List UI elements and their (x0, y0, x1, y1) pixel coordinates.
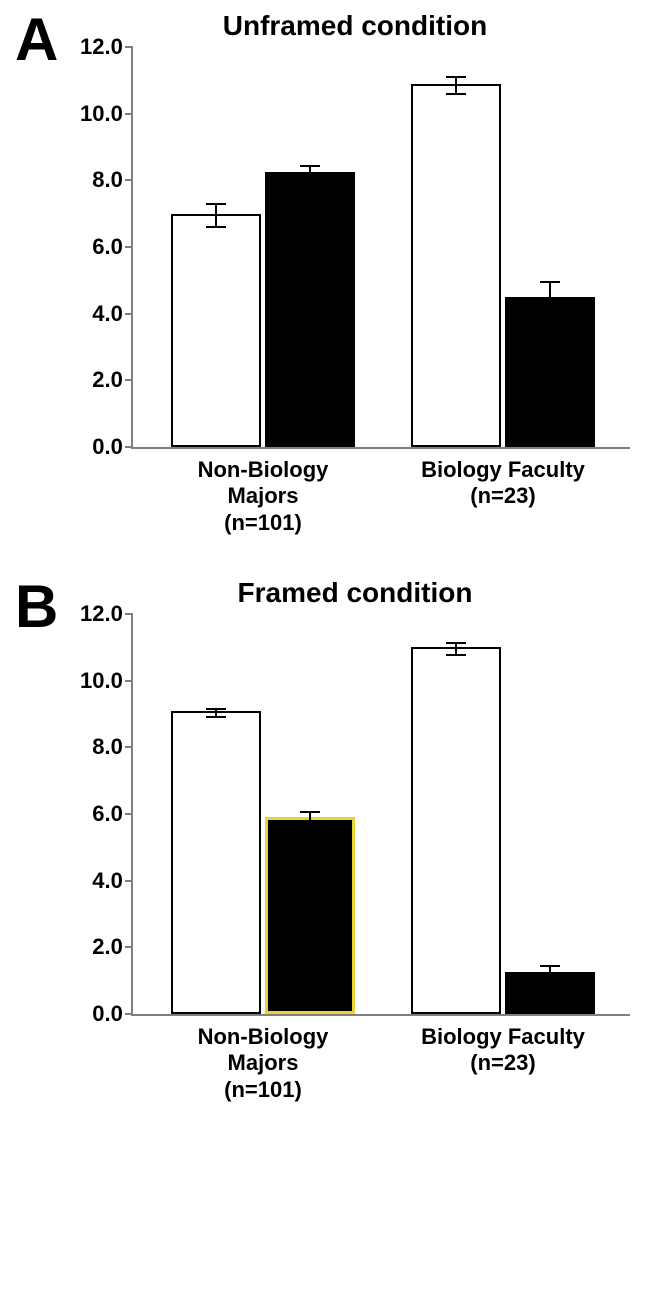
ytick-mark (125, 880, 133, 882)
ytick-mark (125, 379, 133, 381)
error-cap-top (446, 642, 466, 644)
error-cap-bottom (446, 654, 466, 656)
panel-b-yaxis: 12.010.08.06.04.02.00.0 (80, 614, 131, 1014)
error-cap-top (446, 76, 466, 78)
error-cap-top (300, 165, 320, 167)
panel-a-title: Unframed condition (80, 10, 630, 42)
bar (411, 647, 501, 1014)
error-bar (549, 966, 551, 983)
xaxis-label: Non-BiologyMajors(n=101) (153, 1024, 373, 1103)
panel-b-title: Framed condition (80, 577, 630, 609)
ytick-mark (125, 946, 133, 948)
error-cap-top (540, 965, 560, 967)
bar (171, 711, 261, 1014)
error-bar (309, 812, 311, 829)
ytick-mark (125, 246, 133, 248)
error-cap-top (540, 281, 560, 283)
bar-group (171, 172, 355, 447)
error-cap-bottom (300, 828, 320, 830)
error-cap-bottom (540, 315, 560, 317)
error-cap-top (300, 811, 320, 813)
error-bar (215, 204, 217, 227)
bar (505, 972, 595, 1014)
panel-a-plot-wrap: 12.010.08.06.04.02.00.0 (80, 47, 630, 449)
bar (505, 297, 595, 447)
error-cap-bottom (300, 181, 320, 183)
panel-a-yaxis: 12.010.08.06.04.02.00.0 (80, 47, 131, 447)
bar-group (171, 711, 355, 1014)
bar-group (411, 84, 595, 447)
error-cap-bottom (446, 93, 466, 95)
panel-a-plot-area (131, 47, 630, 449)
error-cap-top (206, 203, 226, 205)
panel-a-xaxis: Non-BiologyMajors(n=101) Biology Faculty(… (133, 457, 613, 547)
panel-a-label: A (15, 5, 58, 74)
ytick-mark (125, 446, 133, 448)
panel-b-plot-area (131, 614, 630, 1016)
panel-b-label: B (15, 572, 58, 641)
error-cap-bottom (206, 226, 226, 228)
error-cap-top (206, 708, 226, 710)
ytick-mark (125, 313, 133, 315)
bar (171, 214, 261, 447)
error-bar (309, 166, 311, 183)
figure-container: A Unframed condition 12.010.08.06.04.02.… (0, 0, 650, 1164)
error-cap-bottom (206, 716, 226, 718)
ytick-mark (125, 613, 133, 615)
xaxis-label: Non-BiologyMajors(n=101) (153, 457, 373, 536)
ytick-mark (125, 680, 133, 682)
bar (411, 84, 501, 447)
error-bar (549, 282, 551, 315)
panel-a: A Unframed condition 12.010.08.06.04.02.… (20, 10, 630, 547)
panel-b-plot-wrap: 12.010.08.06.04.02.00.0 (80, 614, 630, 1016)
panel-b-xaxis: Non-BiologyMajors(n=101) Biology Faculty(… (133, 1024, 613, 1114)
error-bar (455, 77, 457, 94)
ytick-mark (125, 1013, 133, 1015)
ytick-mark (125, 179, 133, 181)
ytick-mark (125, 746, 133, 748)
error-cap-bottom (540, 982, 560, 984)
xaxis-label: Biology Faculty(n=23) (393, 457, 613, 510)
panel-b: B Framed condition 12.010.08.06.04.02.00… (20, 577, 630, 1114)
xaxis-label: Biology Faculty(n=23) (393, 1024, 613, 1077)
ytick-mark (125, 46, 133, 48)
bar-group (411, 647, 595, 1014)
ytick-mark (125, 813, 133, 815)
bar (265, 172, 355, 447)
ytick-mark (125, 113, 133, 115)
bar (265, 817, 355, 1014)
